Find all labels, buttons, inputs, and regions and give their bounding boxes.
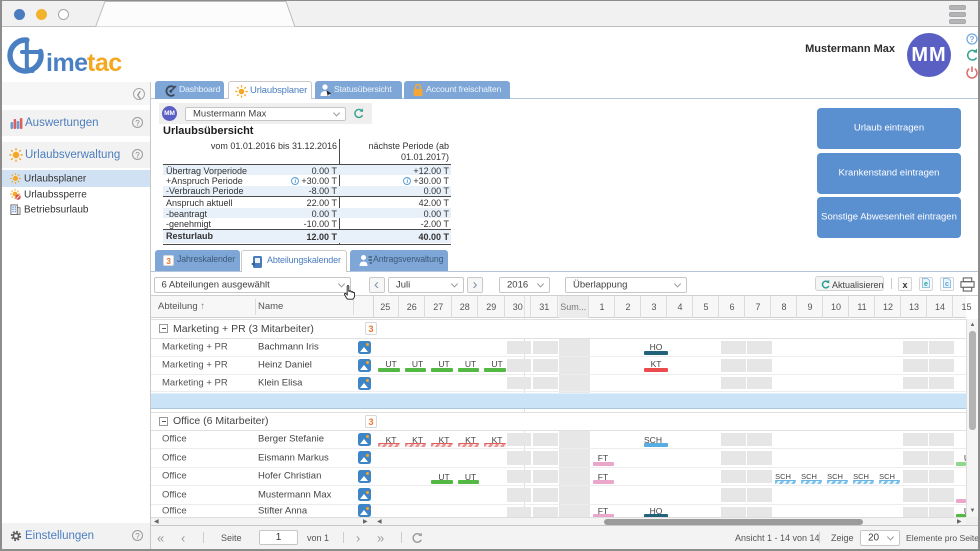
svg-text:e: e [924,281,928,288]
svg-text:c: c [945,281,949,288]
svg-text:tac: tac [87,49,122,77]
svg-text:ime: ime [46,49,88,77]
svg-text:?: ? [969,35,974,44]
